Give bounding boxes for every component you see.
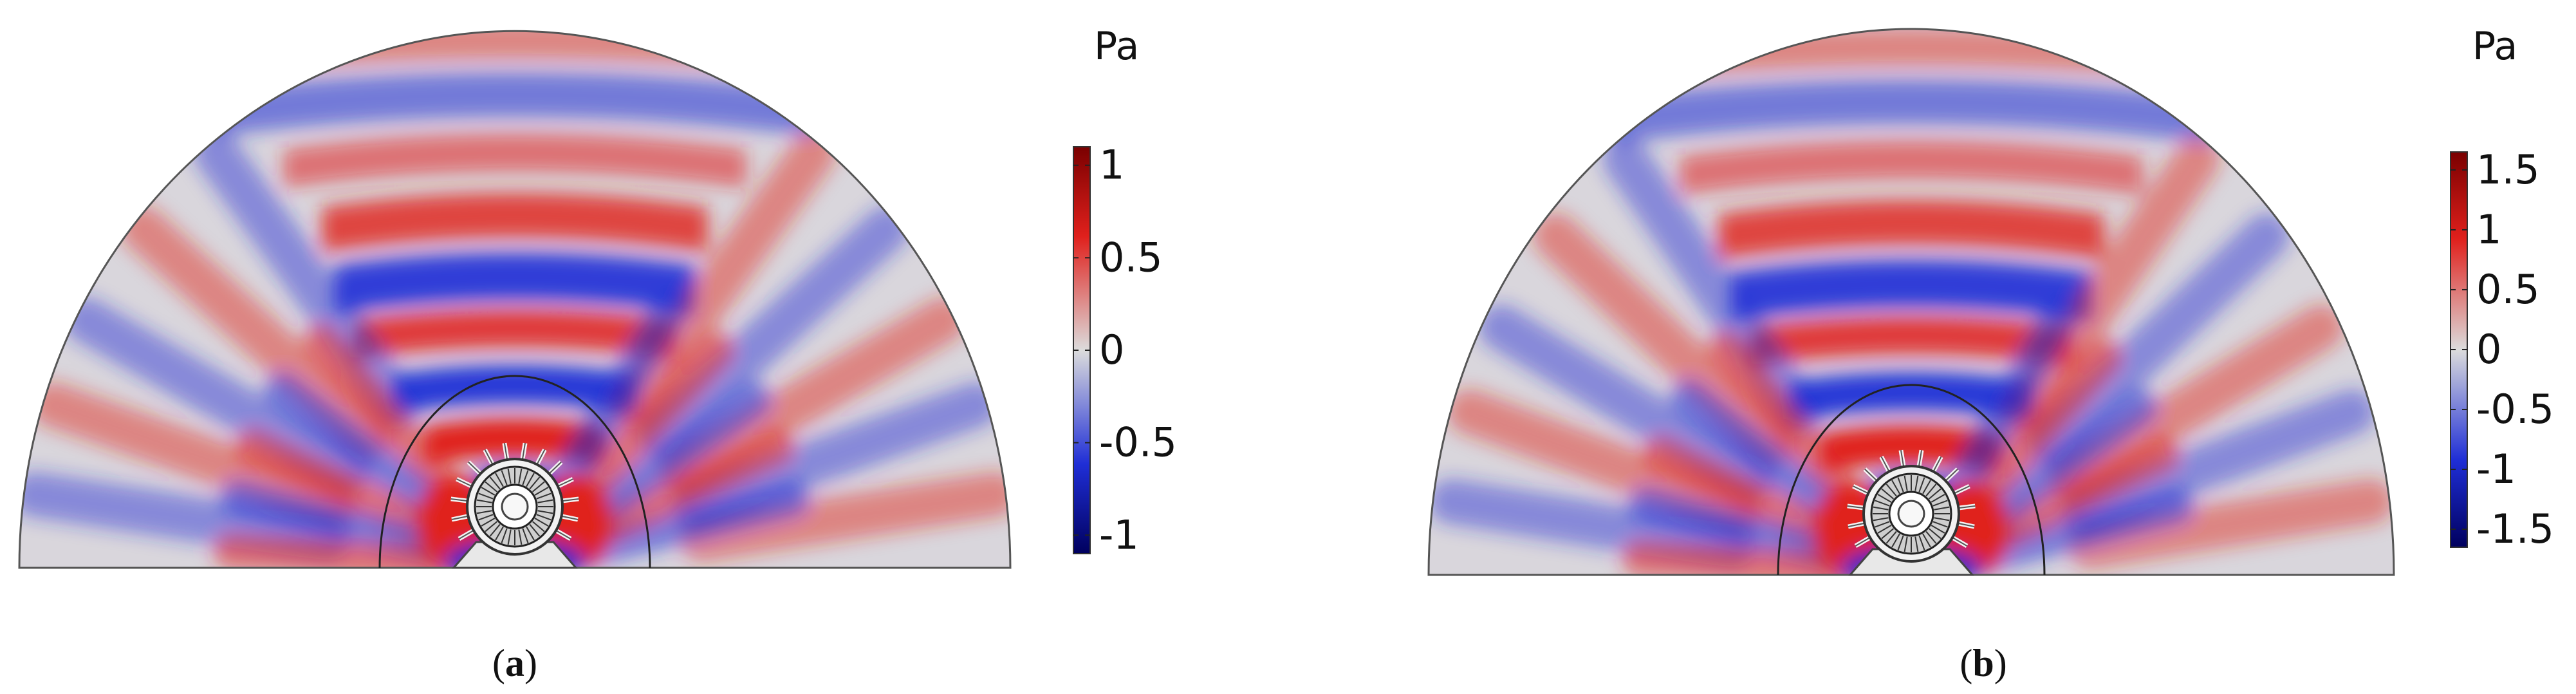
caption-b: (b) — [1960, 642, 2006, 684]
colorbar-tick-label: 0.5 — [1099, 234, 1163, 281]
colorbar-unit-a: Pa — [1094, 24, 1139, 69]
colorbar-tick-label: -0.5 — [2476, 386, 2554, 433]
domain-boundary-b — [1427, 28, 2395, 576]
panel-b: Pa 1.5 1 0.5 0 -0.5 -1 -1.5 (b) — [1427, 24, 2554, 684]
inner-boundary-b — [1777, 384, 2046, 576]
colorbar-tick-label: 1 — [1099, 142, 1124, 189]
colorbar-tick-label: -1 — [2476, 445, 2516, 492]
colorbar-tick-label: -0.5 — [1099, 419, 1177, 466]
motor-icon-b — [1847, 449, 1976, 576]
colorbar-unit-b: Pa — [2472, 24, 2517, 69]
colorbar-tick-label: 0 — [1099, 326, 1124, 373]
caption-a: (a) — [492, 642, 537, 684]
colorbar-b: Pa 1.5 1 0.5 0 -0.5 -1 -1.5 — [2450, 24, 2554, 552]
colorbar-tick-label: 0.5 — [2476, 266, 2540, 313]
inner-boundary-a — [378, 375, 651, 568]
colorbar-tick-label: 0 — [2476, 326, 2501, 373]
domain-boundary-a — [18, 30, 1012, 569]
colorbar-a: Pa 1 0.5 0 -0.5 -1 — [1073, 24, 1177, 558]
colorbar-tick-label: 1 — [2476, 206, 2501, 253]
motor-icon-a — [450, 442, 579, 569]
colorbar-tick-label: -1 — [1099, 511, 1139, 558]
colorbar-tick-label: 1.5 — [2476, 146, 2540, 193]
colorbar-tick-label: -1.5 — [2476, 505, 2554, 552]
panel-a: Pa 1 0.5 0 -0.5 -1 (a) — [18, 24, 1177, 684]
